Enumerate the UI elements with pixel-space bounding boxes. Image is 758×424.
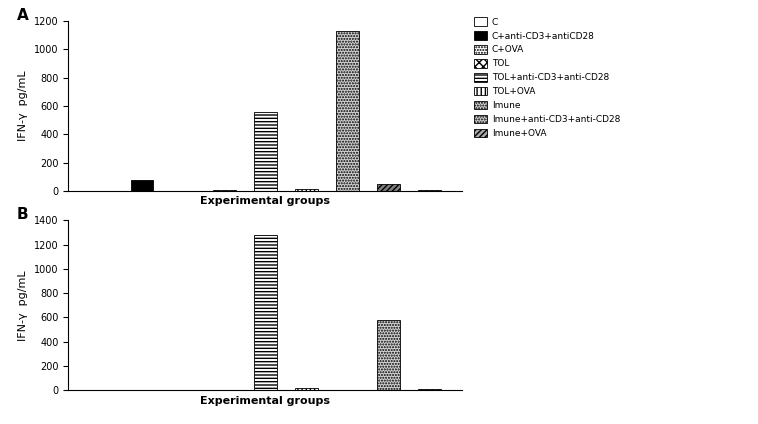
- Bar: [295, 388, 318, 390]
- Bar: [213, 190, 236, 191]
- Bar: [254, 235, 277, 390]
- Y-axis label: IFN-γ  pg/mL: IFN-γ pg/mL: [18, 270, 28, 340]
- X-axis label: Experimental groups: Experimental groups: [200, 396, 330, 406]
- Bar: [295, 189, 318, 191]
- Text: B: B: [17, 207, 29, 222]
- Bar: [254, 112, 277, 191]
- X-axis label: Experimental groups: Experimental groups: [200, 196, 330, 206]
- Bar: [377, 321, 399, 390]
- Text: A: A: [17, 8, 29, 22]
- Bar: [131, 180, 153, 191]
- Legend: C, C+anti-CD3+antiCD28, C+OVA, TOL, TOL+anti-CD3+anti-CD28, TOL+OVA, Imune, Imun: C, C+anti-CD3+antiCD28, C+OVA, TOL, TOL+…: [475, 17, 620, 138]
- Y-axis label: IFN-γ  pg/mL: IFN-γ pg/mL: [18, 71, 28, 141]
- Bar: [377, 184, 399, 191]
- Bar: [336, 31, 359, 191]
- Bar: [418, 389, 441, 390]
- Bar: [418, 190, 441, 191]
